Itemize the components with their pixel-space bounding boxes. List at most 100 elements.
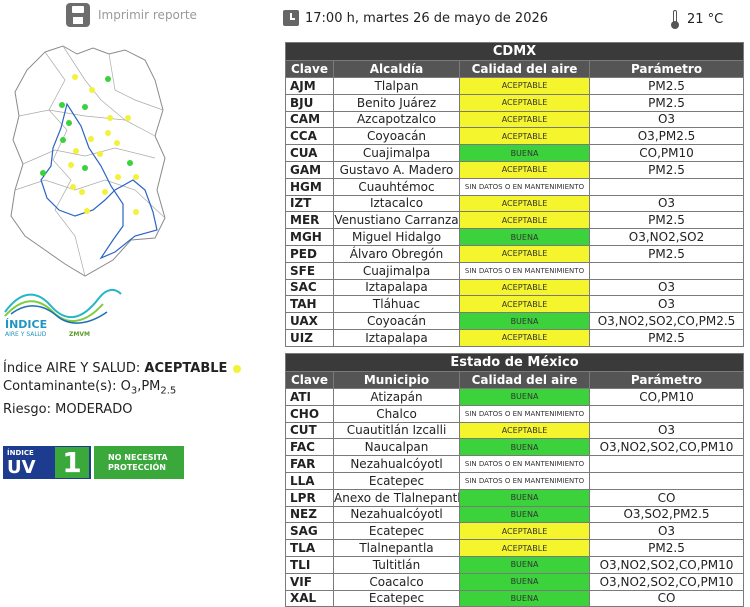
pollutant-parameters: O3 (588, 110, 745, 129)
temperature-line: 21 °C (671, 10, 723, 29)
station-code: MGH (285, 228, 334, 246)
pollutant-parameters: PM2.5 (588, 160, 745, 179)
pollutant-parameters: O3,SO2,PM2.5 (589, 505, 744, 524)
aire-salud-summary: Índice AIRE Y SALUD: ACEPTABLE Contamina… (3, 360, 242, 419)
station-location: Atizapán (333, 388, 460, 406)
air-quality-status: BUENA (459, 312, 590, 330)
station-location: Cuajimalpa (333, 261, 460, 280)
pollutant-parameters: PM2.5 (589, 539, 744, 557)
air-quality-status: ACEPTABLE (459, 93, 590, 112)
edomex-table: Estado de México Clave Municipio Calidad… (285, 353, 744, 607)
column-header-municipio: Municipio (333, 371, 460, 389)
thermometer-icon (671, 10, 679, 29)
pollutant-parameters: O3,NO2,SO2,CO,PM2.5 (588, 312, 745, 330)
pollutant-parameters (589, 455, 744, 473)
table-row: CHO Chalco SIN DATOS O EN MANTENIMIENTO (285, 404, 744, 423)
contaminantes-line: Contaminante(s): O3,PM2.5 (3, 379, 177, 397)
station-location: Gustavo A. Madero (333, 160, 460, 179)
air-quality-status: SIN DATOS O EN MANTENIMIENTO (459, 177, 590, 196)
pollutant-parameters: O3 (588, 194, 745, 213)
station-code: CUA (285, 144, 334, 162)
air-quality-status: BUENA (459, 589, 590, 607)
table-row: FAR Nezahualcóyotl SIN DATOS O EN MANTENIM… (285, 455, 744, 473)
table-row: CUA Cuajimalpa BUENA CO,PM10 (285, 144, 745, 162)
station-code: CAM (285, 110, 334, 129)
svg-text:ÍNDICE: ÍNDICE (5, 318, 47, 331)
station-location: Cuajimalpa (333, 144, 460, 162)
column-header-calidad: Calidad del aire (459, 60, 590, 78)
riesgo-line: Riesgo: MODERADO (3, 401, 133, 417)
station-code: SAC (285, 278, 334, 297)
table-row: SAC Iztapalapa ACEPTABLE O3 (285, 278, 745, 297)
print-report-button[interactable]: Imprimir reporte (66, 3, 197, 27)
table-row: CCA Coyoacán ACEPTABLE O3,PM2.5 (285, 127, 745, 146)
pollutant-parameters: PM2.5 (588, 244, 745, 263)
pollutant-parameters: PM2.5 (588, 211, 745, 230)
station-code: CUT (285, 421, 334, 440)
station-code: LLA (285, 471, 334, 490)
aire-salud-index: Índice AIRE Y SALUD: ACEPTABLE (3, 360, 242, 378)
aceptable-dot-icon (233, 364, 242, 373)
pollutant-parameters (588, 261, 745, 280)
column-header-parametro: Parámetro (588, 60, 745, 78)
air-quality-status: ACEPTABLE (459, 211, 590, 230)
table-row: SFE Cuajimalpa SIN DATOS O EN MANTENIMIENT… (285, 261, 745, 280)
air-quality-status: ACEPTABLE (459, 244, 590, 263)
station-location: Tlalnepantla (333, 539, 460, 557)
air-quality-status: ACEPTABLE (459, 110, 590, 129)
air-quality-status: BUENA (459, 572, 590, 591)
table-row: BJU Benito Juárez ACEPTABLE PM2.5 (285, 93, 745, 112)
station-code: SFE (285, 261, 334, 280)
station-code: HGM (285, 177, 334, 196)
uv-index-box: ÍNDICE UV 1 (3, 446, 91, 479)
uv-index-panel: ÍNDICE UV 1 NO NECESITA PROTECCIÓN (3, 446, 184, 479)
station-location: Miguel Hidalgo (333, 228, 460, 246)
table-row: TLA Tlalnepantla ACEPTABLE PM2.5 (285, 539, 744, 557)
station-code: IZT (285, 194, 334, 213)
table-row: VIF Coacalco BUENA O3,NO2,SO2,CO,PM10 (285, 572, 744, 591)
pollutant-parameters: O3,NO2,SO2 (588, 228, 745, 246)
table-row: XAL Ecatepec BUENA CO (285, 589, 744, 607)
datetime-line: 17:00 h, martes 26 de mayo de 2026 (283, 10, 548, 26)
table-row: NEZ Nezahualcóyotl BUENA O3,SO2,PM2.5 (285, 505, 744, 524)
table-row: PED Álvaro Obregón ACEPTABLE PM2.5 (285, 244, 745, 263)
table-row: LPR Anexo de Tlalnepantla BUENA CO (285, 488, 744, 507)
station-code: BJU (285, 93, 334, 112)
station-location: Coacalco (333, 572, 460, 591)
table-row: FAC Naucalpan BUENA O3,NO2,SO2,CO,PM10 (285, 438, 744, 457)
column-header-calidad: Calidad del aire (459, 371, 590, 389)
monitoring-map (10, 45, 166, 277)
pollutant-parameters: O3,PM2.5 (588, 127, 745, 146)
station-code: FAR (285, 455, 334, 473)
uv-message: NO NECESITA PROTECCIÓN (94, 446, 184, 479)
table-row: ATI Atizapán BUENA CO,PM10 (285, 388, 744, 406)
table-row: AJM Tlalpan ACEPTABLE PM2.5 (285, 77, 745, 95)
pollutant-parameters (588, 177, 745, 196)
air-quality-status: BUENA (459, 555, 590, 574)
clock-icon (283, 10, 299, 26)
table-row: SAG Ecatepec ACEPTABLE O3 (285, 522, 744, 541)
station-location: Azcapotzalco (333, 110, 460, 129)
station-code: MER (285, 211, 334, 230)
table-row: CAM Azcapotzalco ACEPTABLE O3 (285, 110, 745, 129)
station-location: Cuautitlán Izcalli (333, 421, 460, 440)
station-location: Naucalpan (333, 438, 460, 457)
datetime-text: 17:00 h, martes 26 de mayo de 2026 (305, 10, 549, 26)
air-quality-status: SIN DATOS O EN MANTENIMIENTO (459, 455, 590, 473)
station-code: ATI (285, 388, 334, 406)
station-location: Tláhuac (333, 295, 460, 314)
station-code: CCA (285, 127, 334, 146)
station-location: Iztacalco (333, 194, 460, 213)
pollutant-parameters: O3,NO2,SO2,CO,PM10 (589, 438, 744, 457)
air-quality-status: ACEPTABLE (459, 421, 590, 440)
station-code: LPR (285, 488, 334, 507)
station-location: Nezahualcóyotl (333, 455, 460, 473)
station-location: Álvaro Obregón (333, 244, 460, 263)
station-location: Venustiano Carranza (333, 211, 460, 230)
station-location: Chalco (333, 404, 460, 423)
pollutant-parameters: O3,NO2,SO2,CO,PM10 (589, 555, 744, 574)
pollutant-parameters (589, 471, 744, 490)
station-code: XAL (285, 589, 334, 607)
pollutant-parameters: PM2.5 (588, 93, 745, 112)
column-header-alcaldia: Alcaldía (333, 60, 460, 78)
